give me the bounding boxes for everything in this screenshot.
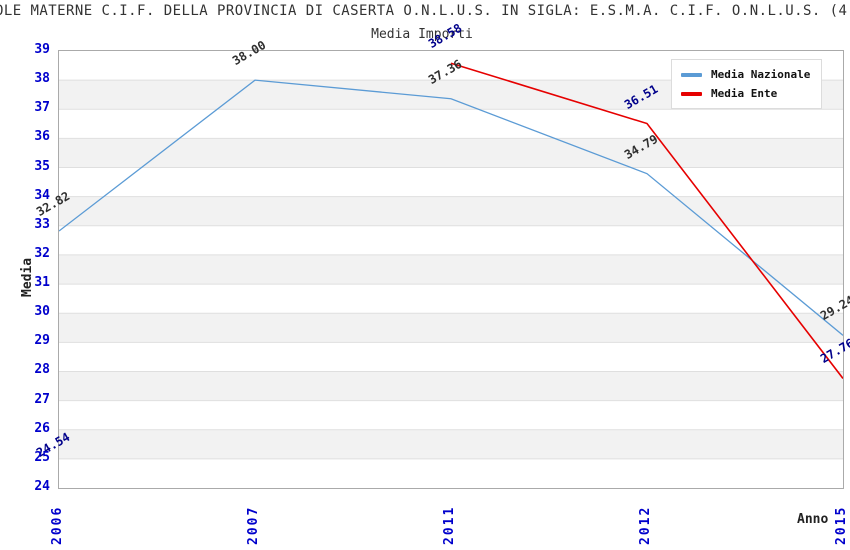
grid-band: [59, 109, 843, 139]
x-tick-label: 2007: [246, 505, 261, 545]
grid-band: [59, 342, 843, 372]
legend: Media Nazionale Media Ente: [671, 59, 823, 109]
y-tick-label: 37: [34, 100, 50, 116]
y-tick-label: 28: [34, 362, 50, 378]
chart-subtitle: Media Importi: [371, 27, 473, 42]
y-tick-label: 29: [34, 333, 50, 349]
y-tick-label: 30: [34, 304, 50, 320]
x-tick-label: 2012: [638, 505, 653, 545]
y-tick-label: 27: [34, 391, 50, 407]
series-line-media-ente: [450, 62, 843, 379]
grid-band: [59, 429, 843, 459]
grid-band: [59, 371, 843, 401]
legend-label: Media Ente: [711, 87, 778, 100]
y-tick-label: 26: [34, 420, 50, 436]
y-tick-label: 33: [34, 216, 50, 232]
grid-band: [59, 138, 843, 168]
y-tick-label: 34: [34, 187, 50, 203]
x-tick-label: 2011: [442, 505, 457, 545]
y-tick-label: 38: [34, 71, 50, 87]
grid-band: [59, 254, 843, 285]
chart-title: OLE MATERNE C.I.F. DELLA PROVINCIA DI CA…: [0, 3, 848, 19]
grid-band: [59, 313, 843, 343]
y-tick-label: 25: [34, 449, 50, 465]
y-tick-label: 31: [34, 275, 50, 291]
series-line-media-nazionale: [59, 79, 843, 336]
grid-band: [59, 284, 843, 314]
y-tick-label: 32: [34, 245, 50, 261]
legend-swatch-media-ente: [681, 91, 702, 96]
legend-label: Media Nazionale: [711, 68, 811, 81]
y-axis-title: Media: [20, 257, 35, 297]
x-axis-title: Anno: [797, 512, 829, 527]
y-tick-label: 36: [34, 129, 50, 145]
plot-svg: [59, 51, 843, 488]
y-tick-label: 24: [34, 479, 50, 494]
legend-swatch-media-nazionale: [681, 72, 702, 77]
grid-band: [59, 196, 843, 226]
grid-band: [59, 167, 843, 197]
x-tick-label: 2015: [834, 505, 849, 545]
x-tick-label: 2006: [50, 505, 65, 545]
legend-item-media-nazionale: Media Nazionale: [681, 68, 810, 81]
plot-area: 32.82 38.00 37.36 34.79 29.24 24.54 38.58 36.51…: [34, 21, 850, 489]
y-tick-label: 35: [34, 158, 50, 174]
grid-band: [59, 400, 843, 430]
grid-band: [59, 458, 843, 488]
y-tick-label: 39: [34, 42, 50, 57]
grid-band: [59, 225, 843, 255]
legend-item-media-ente: Media Ente: [681, 87, 810, 100]
